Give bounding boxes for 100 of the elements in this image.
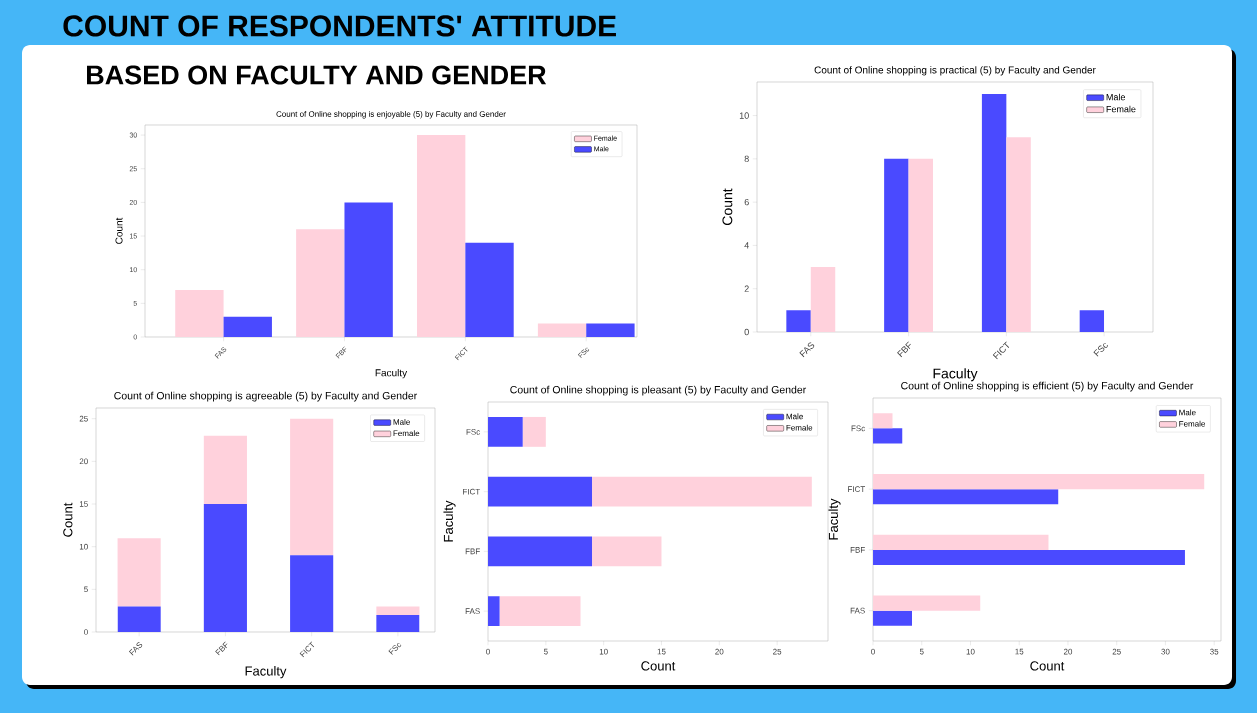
y-tick-label: 25 (79, 415, 88, 422)
y-tick-label: FICT (463, 488, 481, 495)
y-tick-label: FAS (850, 607, 865, 614)
x-tick-label: 15 (1015, 648, 1024, 655)
x-axis-title: Faculty (933, 368, 978, 382)
y-tick-label: FBF (465, 548, 480, 555)
bar (417, 135, 466, 337)
y-tick-label: FSc (466, 429, 480, 435)
bar (376, 614, 420, 632)
y-axis-title: Faculty (828, 498, 841, 540)
y-tick-label: 20 (79, 458, 88, 465)
x-tick-label: 15 (657, 648, 666, 655)
bar (537, 323, 587, 337)
bar (1006, 137, 1031, 332)
legend-label: Male (1179, 409, 1196, 416)
bar (488, 596, 500, 627)
bar (488, 476, 593, 507)
bar (117, 538, 161, 607)
y-tick-label: 15 (79, 501, 88, 507)
bar (296, 229, 345, 337)
y-tick-label: FICT (848, 486, 866, 492)
chart-title: Count of Online shopping is efficient (5) by Faculty and Gender (901, 381, 1194, 392)
x-axis-title: Count (641, 661, 676, 671)
bar (203, 504, 247, 632)
x-tick-label: FSc (388, 642, 402, 655)
bar (786, 310, 811, 332)
bar (592, 536, 662, 567)
y-axis-title: Count (722, 188, 733, 225)
x-tick-label: FSc (1093, 343, 1108, 357)
x-axis-title: Faculty (375, 369, 408, 379)
y-tick-label: FSc (851, 425, 866, 432)
bar (873, 610, 912, 626)
bar (203, 435, 247, 504)
y-tick-label: FBF (850, 547, 865, 553)
bar (873, 549, 1185, 566)
bar (873, 413, 893, 429)
x-axis-title: Count (1030, 661, 1065, 671)
y-tick-label: 10 (739, 112, 749, 119)
chart-title: Count of Online shopping is agreeable (5) by Faculty and Gender (114, 391, 418, 402)
y-tick-label: 6 (744, 198, 749, 206)
bar (873, 489, 1059, 505)
bar (175, 289, 224, 337)
bar (981, 93, 1007, 332)
x-tick-label: 5 (919, 648, 924, 655)
x-axis-title: Faculty (245, 666, 287, 679)
y-axis-title: Count (115, 217, 123, 244)
x-tick-label: 10 (966, 648, 975, 655)
y-tick-label: 0 (744, 328, 749, 336)
y-tick-label: 2 (744, 285, 749, 292)
x-tick-label: 25 (1112, 648, 1121, 655)
bar (223, 316, 272, 337)
bar (884, 158, 909, 332)
y-axis-title: Faculty (443, 500, 456, 542)
bar (488, 416, 523, 447)
bar (908, 158, 934, 332)
bar (873, 428, 903, 444)
bar (522, 416, 546, 447)
bar (873, 473, 1205, 490)
y-tick-label: 5 (84, 586, 88, 593)
y-tick-label: 0 (84, 629, 88, 635)
bar (810, 267, 836, 332)
x-tick-label: 20 (1063, 648, 1073, 655)
bar (465, 242, 514, 337)
legend-label: Male (393, 418, 410, 425)
bar (873, 534, 1049, 550)
legend-label: Female (393, 430, 420, 437)
y-tick-label: FAS (465, 608, 480, 614)
bar (290, 418, 334, 556)
text: COUNT OF RESPONDENTS' ATTITUDE (63, 15, 616, 37)
x-tick-label: 25 (773, 648, 782, 655)
bar (376, 606, 420, 615)
bar (344, 202, 393, 337)
text: BASED ON FACULTY AND GENDER (87, 65, 547, 85)
x-tick-label: 20 (715, 648, 724, 655)
legend-label: Male (786, 413, 803, 420)
bar (873, 595, 981, 611)
legend-label: Female (786, 424, 813, 431)
y-tick-label: 8 (744, 155, 749, 163)
bar (499, 596, 581, 627)
y-axis-title: Count (63, 502, 73, 537)
bar (586, 323, 635, 337)
x-tick-label: 30 (1161, 648, 1170, 655)
bar (1079, 310, 1105, 332)
legend-label: Male (1106, 93, 1126, 101)
chart-title: Count of Online shopping is enjoyable (5) by Faculty and Gender (276, 111, 506, 119)
legend-label: Female (1179, 420, 1206, 427)
bar (592, 476, 812, 507)
x-tick-label: 35 (1210, 648, 1219, 655)
x-tick-label: 5 (543, 648, 548, 655)
x-tick-label: 10 (599, 648, 608, 655)
bar (117, 606, 161, 632)
chart-title: Count of Online shopping is practical (5) by Faculty and Gender (814, 66, 1096, 76)
bar (488, 536, 593, 567)
y-tick-label: 4 (744, 242, 749, 249)
x-tick-label: 0 (871, 648, 875, 655)
legend-label: Female (1106, 105, 1136, 113)
chart-title: Count of Online shopping is pleasant (5) by Faculty and Gender (510, 385, 807, 396)
x-tick-label: 0 (486, 648, 490, 655)
y-tick-label: 10 (79, 543, 88, 550)
bar (290, 555, 334, 632)
